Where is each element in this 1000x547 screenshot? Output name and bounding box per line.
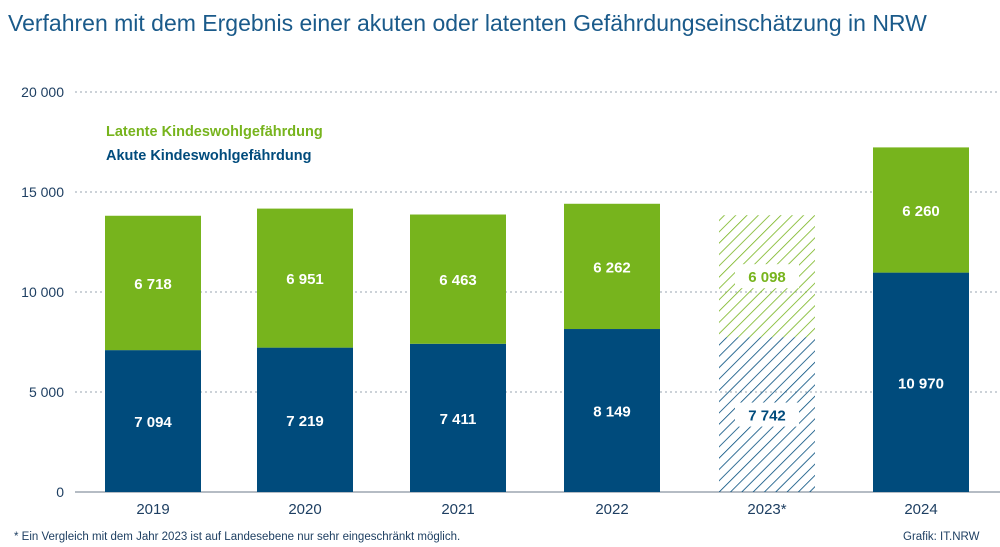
data-label-latent: 6 718: [134, 276, 172, 293]
bar-acute: [257, 347, 353, 492]
x-tick-label: 2023*: [747, 501, 786, 518]
data-label-acute: 7 742: [748, 408, 786, 425]
bar-acute: [105, 350, 201, 492]
bar-latent: [873, 147, 969, 273]
y-tick-label: 15 000: [21, 184, 64, 200]
data-label-acute: 8 149: [593, 404, 631, 421]
data-label-latent: 6 260: [902, 203, 940, 220]
legend-entry-latent: Latente Kindeswohlgefährdung: [106, 124, 323, 140]
y-tick-label: 5 000: [29, 384, 64, 400]
footnote: * Ein Vergleich mit dem Jahr 2023 ist au…: [14, 531, 461, 543]
bar-latent: [564, 203, 660, 330]
data-label-acute: 7 411: [440, 411, 477, 428]
data-label-acute: 7 094: [134, 414, 172, 431]
x-tick-label: 2022: [595, 501, 628, 518]
x-tick-label: 2024: [904, 501, 937, 518]
source-credit: Grafik: IT.NRW: [903, 531, 980, 543]
bar-latent: [257, 208, 353, 348]
data-label-latent: 6 098: [748, 269, 786, 286]
chart-title: Verfahren mit dem Ergebnis einer akuten …: [8, 10, 927, 36]
label-backdrop: [735, 264, 799, 289]
bar-acute: [873, 272, 969, 492]
y-tick-label: 0: [56, 484, 64, 500]
label-backdrop: [735, 402, 799, 427]
data-label-latent: 6 951: [286, 271, 324, 288]
data-label-acute: 7 219: [286, 413, 324, 430]
y-tick-label: 20 000: [21, 84, 64, 100]
bar-acute: [564, 329, 660, 492]
legend-entry-acute: Akute Kindeswohlgefährdung: [106, 148, 312, 164]
y-tick-label: 10 000: [21, 284, 64, 300]
x-tick-label: 2021: [441, 501, 474, 518]
x-tick-label: 2020: [288, 501, 321, 518]
data-label-latent: 6 463: [439, 272, 477, 289]
bar-acute: [410, 343, 506, 492]
x-tick-label: 2019: [136, 501, 169, 518]
bar-latent: [105, 215, 201, 351]
data-label-latent: 6 262: [593, 259, 631, 276]
bar-latent: [410, 214, 506, 344]
data-label-acute: 10 970: [898, 375, 944, 392]
